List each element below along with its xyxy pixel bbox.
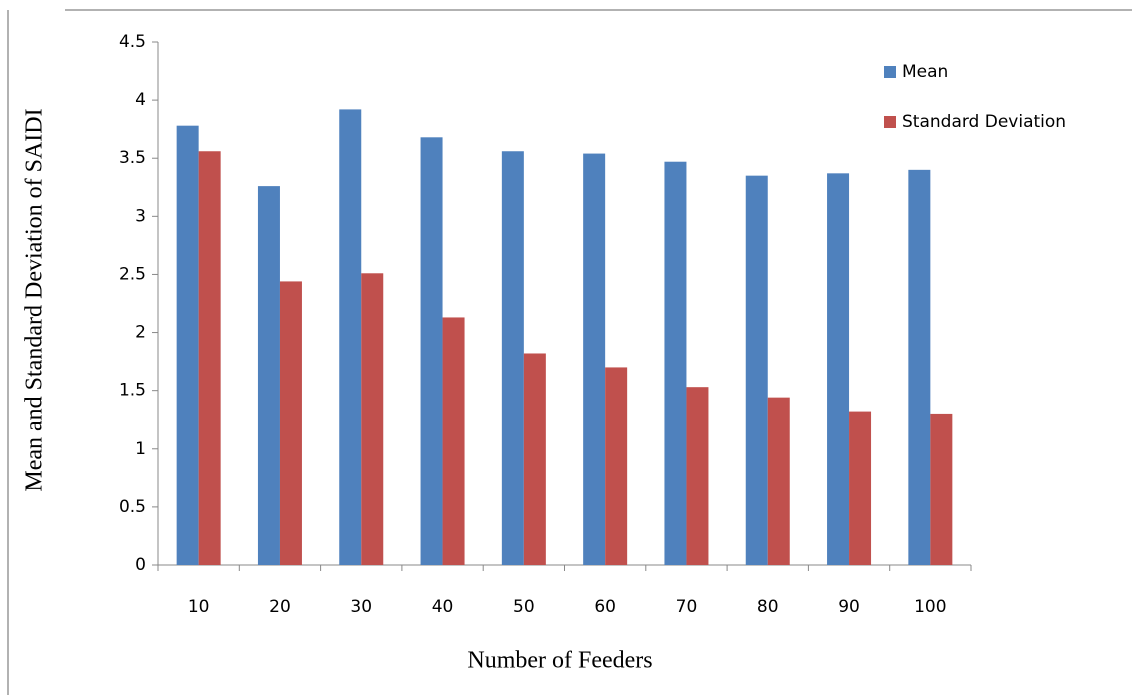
bar (420, 137, 443, 565)
bar (745, 175, 768, 565)
y-tick-label: 1 (135, 439, 146, 459)
y-tick-label: 4 (135, 90, 146, 110)
bar (279, 281, 302, 565)
x-tick-label: 60 (594, 597, 616, 617)
x-axis-label: Number of Feeders (467, 648, 652, 674)
bar (686, 387, 709, 565)
bar (339, 109, 362, 566)
bar (849, 411, 872, 565)
y-tick-label: 0 (135, 555, 146, 575)
bar (583, 153, 606, 565)
bar (523, 353, 546, 565)
bar (930, 413, 953, 565)
bar (605, 367, 628, 565)
y-tick-label: 3.5 (119, 148, 146, 168)
y-tick-label: 4.5 (119, 32, 146, 52)
x-tick-label: 80 (757, 597, 779, 617)
y-tick-label: 0.5 (119, 497, 146, 517)
bar (501, 151, 524, 565)
bar (664, 161, 687, 565)
y-axis-label: Mean and Standard Deviation of SAIDI (22, 108, 48, 491)
x-tick-label: 90 (838, 597, 860, 617)
x-tick-label: 70 (676, 597, 698, 617)
x-tick-label: 50 (513, 597, 535, 617)
bar (442, 317, 465, 565)
bar (767, 397, 790, 565)
bar (361, 273, 384, 565)
x-tick-label: 40 (432, 597, 454, 617)
legend-swatch (884, 116, 896, 128)
y-tick-label: 2 (135, 323, 146, 343)
bar (827, 173, 850, 565)
x-tick-label: 10 (188, 597, 210, 617)
legend-label: Standard Deviation (902, 112, 1066, 132)
bar (908, 169, 931, 565)
bar (176, 125, 199, 566)
bar (257, 186, 280, 566)
y-tick-label: 2.5 (119, 264, 146, 284)
legend-label: Mean (902, 62, 948, 82)
bar (198, 151, 221, 565)
y-tick-label: 3 (135, 206, 146, 226)
y-tick-label: 1.5 (119, 381, 146, 401)
x-tick-label: 100 (914, 597, 946, 617)
x-tick-label: 30 (350, 597, 372, 617)
legend-swatch (884, 66, 896, 78)
x-tick-label: 20 (269, 597, 291, 617)
